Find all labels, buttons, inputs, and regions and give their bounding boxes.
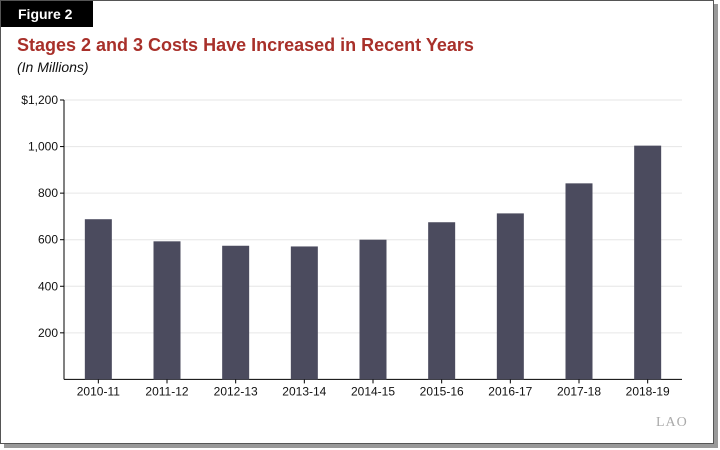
chart-title: Stages 2 and 3 Costs Have Increased in R… [17, 35, 474, 55]
x-tick-label: 2015-16 [420, 384, 464, 398]
x-tick-label: 2016-17 [488, 384, 532, 398]
y-tick-label: 1,000 [28, 140, 58, 154]
y-tick-label: $1,200 [21, 93, 58, 107]
bar [634, 145, 662, 380]
bar [84, 219, 112, 380]
figure-card: Figure 2 Stages 2 and 3 Costs Have Incre… [0, 0, 714, 444]
y-tick-label: 600 [38, 233, 58, 247]
y-tick-label: 200 [38, 326, 58, 340]
y-tick-label: 800 [38, 186, 58, 200]
bar [428, 222, 456, 380]
chart-subtitle: (In Millions) [17, 59, 89, 75]
x-tick-label: 2013-14 [282, 384, 326, 398]
x-tick-label: 2010-11 [77, 384, 120, 398]
x-tick-label: 2012-13 [214, 384, 258, 398]
lao-logo: LAO [656, 415, 688, 430]
bar [153, 241, 181, 380]
bar [565, 183, 593, 380]
figure-label: Figure 2 [1, 1, 93, 27]
bar [359, 239, 387, 380]
x-tick-label: 2014-15 [351, 384, 395, 398]
bar [290, 246, 318, 380]
x-tick-label: 2011-12 [145, 384, 188, 398]
bar [222, 245, 250, 380]
x-tick-label: 2017-18 [557, 384, 601, 398]
bar [496, 213, 524, 380]
x-tick-label: 2018-19 [626, 384, 670, 398]
y-tick-label: 400 [38, 279, 58, 293]
